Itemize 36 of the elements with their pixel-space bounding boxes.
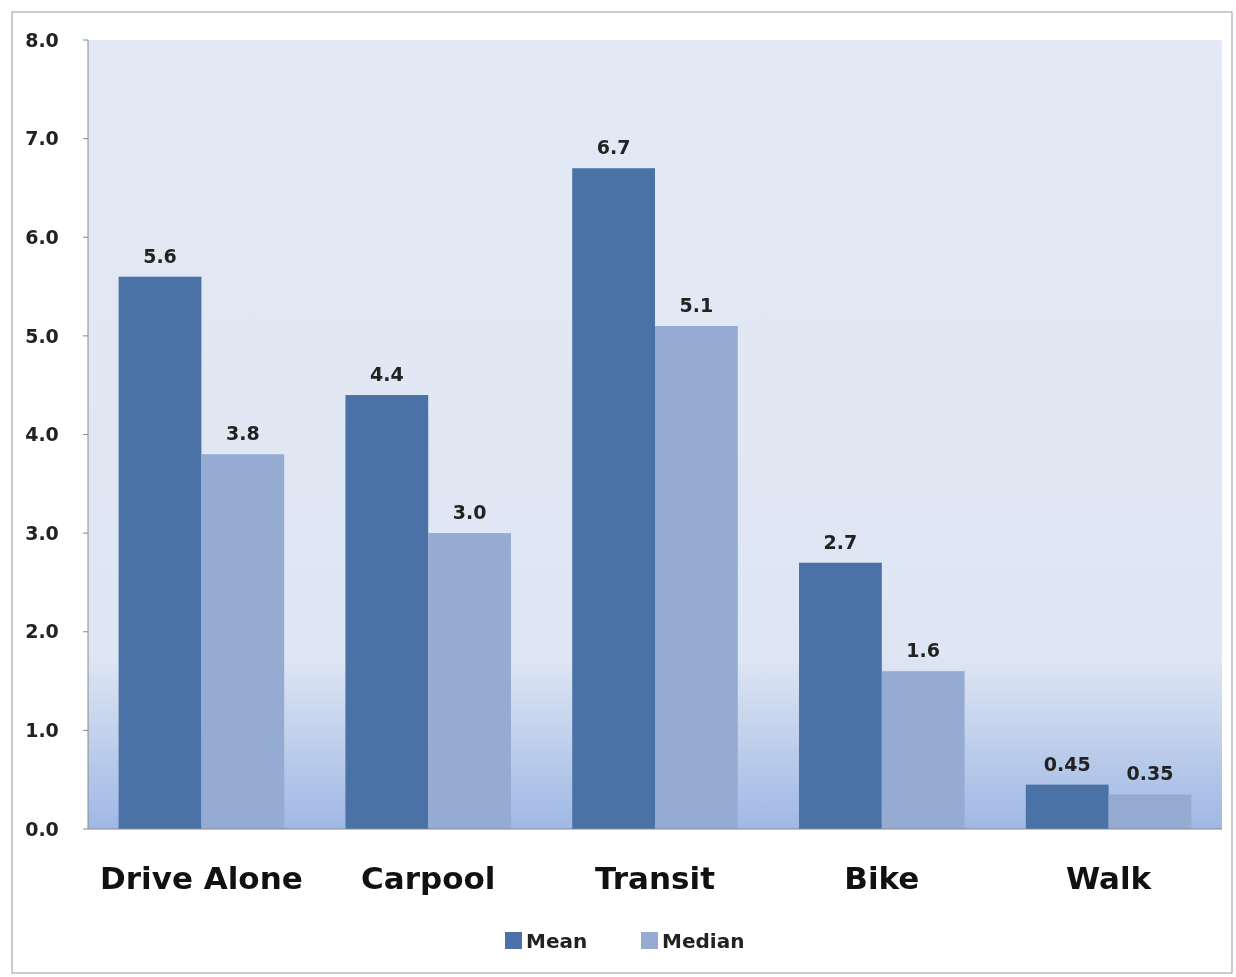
bar xyxy=(1025,784,1109,829)
x-tick-label: Bike xyxy=(844,860,920,896)
bar xyxy=(118,276,202,829)
y-tick-label: 3.0 xyxy=(25,521,59,544)
legend-label: Median xyxy=(662,929,745,953)
data-label: 0.45 xyxy=(1043,752,1091,775)
y-tick-label: 2.0 xyxy=(25,620,59,643)
bar xyxy=(1108,794,1192,829)
bar xyxy=(799,562,882,829)
y-tick-label: 4.0 xyxy=(25,423,59,446)
y-tick-label: 5.0 xyxy=(25,324,59,347)
data-label: 2.7 xyxy=(823,530,858,553)
data-label: 3.8 xyxy=(225,422,260,445)
bar xyxy=(201,454,285,829)
x-tick-label: Walk xyxy=(1065,860,1153,896)
x-tick-label: Carpool xyxy=(361,860,496,896)
x-tick-label: Transit xyxy=(595,860,716,896)
data-label: 5.6 xyxy=(143,244,177,267)
data-label: 6.7 xyxy=(596,136,631,159)
data-label: 5.1 xyxy=(679,294,714,317)
data-label: 3.0 xyxy=(452,501,487,524)
data-label: 1.6 xyxy=(906,639,941,662)
y-tick-label: 6.0 xyxy=(25,225,59,248)
data-label: 4.4 xyxy=(369,363,404,386)
bar xyxy=(881,671,965,829)
bar xyxy=(572,168,655,829)
bar xyxy=(428,533,511,829)
bar xyxy=(345,395,429,829)
legend-label: Mean xyxy=(526,929,588,953)
y-tick-label: 8.0 xyxy=(25,28,59,51)
y-tick-label: 0.0 xyxy=(25,817,59,840)
x-tick-label: Drive Alone xyxy=(100,860,303,896)
y-tick-label: 7.0 xyxy=(25,127,59,150)
y-tick-label: 1.0 xyxy=(25,719,59,742)
bar xyxy=(655,326,738,829)
data-label: 0.35 xyxy=(1126,762,1174,785)
